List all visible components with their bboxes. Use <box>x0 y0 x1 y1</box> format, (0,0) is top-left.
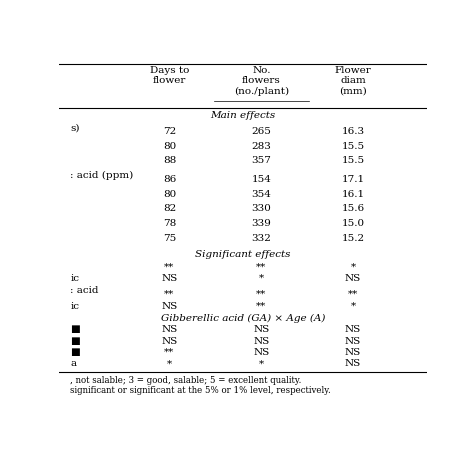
Text: 16.1: 16.1 <box>342 190 365 199</box>
Text: 80: 80 <box>163 190 176 199</box>
Text: 332: 332 <box>251 234 271 243</box>
Text: 15.6: 15.6 <box>342 204 365 213</box>
Text: **: ** <box>256 302 266 311</box>
Text: 72: 72 <box>163 127 176 136</box>
Text: 88: 88 <box>163 156 176 165</box>
Text: 86: 86 <box>163 175 176 184</box>
Text: ■: ■ <box>70 337 80 346</box>
Text: : acid (ppm): : acid (ppm) <box>70 171 134 180</box>
Text: **: ** <box>256 290 266 299</box>
Text: a: a <box>70 359 76 368</box>
Text: *: * <box>351 263 356 271</box>
Text: *: * <box>259 274 264 283</box>
Text: 15.5: 15.5 <box>342 156 365 165</box>
Text: **: ** <box>348 290 358 299</box>
Text: NS: NS <box>253 348 269 357</box>
Text: 15.0: 15.0 <box>342 219 365 228</box>
Text: ■: ■ <box>70 325 80 334</box>
Text: 75: 75 <box>163 234 176 243</box>
Text: NS: NS <box>345 337 361 346</box>
Text: **: ** <box>256 263 266 271</box>
Text: NS: NS <box>345 325 361 334</box>
Text: 154: 154 <box>251 175 271 184</box>
Text: Significant effects: Significant effects <box>195 250 291 259</box>
Text: NS: NS <box>345 359 361 368</box>
Text: 82: 82 <box>163 204 176 213</box>
Text: *: * <box>259 359 264 368</box>
Text: : acid: : acid <box>70 286 99 295</box>
Text: , not salable; 3 = good, salable; 5 = excellent quality.: , not salable; 3 = good, salable; 5 = ex… <box>70 376 301 385</box>
Text: s): s) <box>70 123 80 132</box>
Text: Days to
flower: Days to flower <box>150 66 189 85</box>
Text: 265: 265 <box>251 127 271 136</box>
Text: NS: NS <box>161 337 178 346</box>
Text: *: * <box>167 359 172 368</box>
Text: *: * <box>351 302 356 311</box>
Text: 339: 339 <box>251 219 271 228</box>
Text: NS: NS <box>161 274 178 283</box>
Text: Flower
diam
(mm): Flower diam (mm) <box>335 66 372 96</box>
Text: 15.2: 15.2 <box>342 234 365 243</box>
Text: Main effects: Main effects <box>210 111 275 120</box>
Text: No.
flowers
(no./plant): No. flowers (no./plant) <box>234 66 289 96</box>
Text: significant or significant at the 5% or 1% level, respectively.: significant or significant at the 5% or … <box>70 386 331 395</box>
Text: 78: 78 <box>163 219 176 228</box>
Text: ic: ic <box>70 274 79 283</box>
Text: ic: ic <box>70 302 79 311</box>
Text: **: ** <box>164 290 174 299</box>
Text: NS: NS <box>161 325 178 334</box>
Text: 283: 283 <box>251 142 271 151</box>
Text: 15.5: 15.5 <box>342 142 365 151</box>
Text: NS: NS <box>345 348 361 357</box>
Text: 354: 354 <box>251 190 271 199</box>
Text: ■: ■ <box>70 348 80 357</box>
Text: **: ** <box>164 263 174 271</box>
Text: Gibberellic acid (GA) × Age (A): Gibberellic acid (GA) × Age (A) <box>161 313 325 323</box>
Text: 357: 357 <box>251 156 271 165</box>
Text: 330: 330 <box>251 204 271 213</box>
Text: 17.1: 17.1 <box>342 175 365 184</box>
Text: NS: NS <box>253 337 269 346</box>
Text: NS: NS <box>345 274 361 283</box>
Text: 16.3: 16.3 <box>342 127 365 136</box>
Text: NS: NS <box>253 325 269 334</box>
Text: **: ** <box>164 348 174 357</box>
Text: 80: 80 <box>163 142 176 151</box>
Text: NS: NS <box>161 302 178 311</box>
